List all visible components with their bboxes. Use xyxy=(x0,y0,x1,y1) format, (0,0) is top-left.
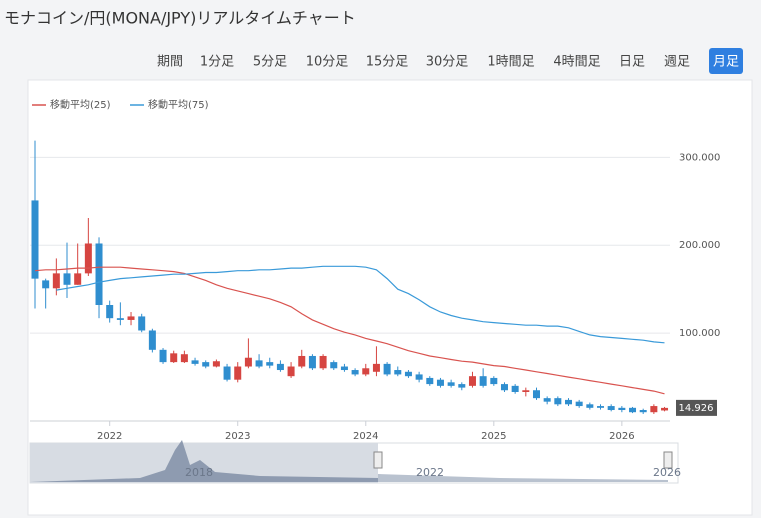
candle-body xyxy=(340,366,348,371)
moving-average-line xyxy=(34,266,665,395)
candle-body xyxy=(255,360,263,367)
candle-body xyxy=(74,273,82,285)
period-button[interactable]: 1時間足 xyxy=(487,55,534,70)
candle-body xyxy=(234,366,242,380)
candle-body xyxy=(575,401,583,407)
period-button[interactable]: 30分足 xyxy=(426,55,469,70)
navigator-label: 2018 xyxy=(185,466,213,479)
candle-body xyxy=(351,370,359,375)
candle-body xyxy=(84,243,92,274)
candle-body xyxy=(639,410,647,413)
candle-body xyxy=(223,366,231,380)
navigator xyxy=(29,440,679,484)
x-tick-label: 2025 xyxy=(481,431,506,442)
candle-body xyxy=(95,243,103,305)
candle-body xyxy=(138,316,146,331)
candle-body xyxy=(159,349,167,363)
x-tick-label: 2026 xyxy=(609,431,634,442)
candle-body xyxy=(63,273,71,285)
period-button[interactable]: 4時間足 xyxy=(553,55,600,70)
period-button[interactable]: 日足 xyxy=(619,55,645,70)
period-button[interactable]: 15分足 xyxy=(366,55,409,70)
candle-body xyxy=(191,360,199,364)
candle-body xyxy=(170,353,178,363)
page-title: モナコイン/円(MONA/JPY)リアルタイムチャート xyxy=(4,9,356,28)
candle-body xyxy=(383,363,391,375)
candle-body xyxy=(298,355,306,367)
candle-body xyxy=(532,390,540,399)
candle-body xyxy=(42,280,50,289)
candle-body xyxy=(394,370,402,375)
candle-body xyxy=(543,398,551,402)
candle-body xyxy=(500,384,508,391)
candle-body xyxy=(404,371,412,377)
candle-body xyxy=(319,355,327,369)
candle-body xyxy=(554,398,562,405)
candle-body xyxy=(330,362,338,369)
candle-body xyxy=(468,376,476,386)
candle-body xyxy=(511,385,519,392)
candle-body xyxy=(244,357,252,367)
candle-body xyxy=(629,407,637,413)
candle-body xyxy=(308,355,316,369)
candle-body xyxy=(565,399,572,405)
candle-body xyxy=(148,330,156,350)
candle-body xyxy=(618,407,626,411)
y-tick-label: 200.000 xyxy=(679,240,720,251)
candle-body xyxy=(661,407,669,411)
candle-body xyxy=(650,406,658,413)
candle-body xyxy=(436,379,444,386)
period-button[interactable]: 10分足 xyxy=(306,55,349,70)
navigator-label: 2026 xyxy=(653,466,681,479)
period-label: 期間 xyxy=(157,55,183,70)
legend-label: 移動平均(25) xyxy=(50,98,111,111)
period-button[interactable]: 週足 xyxy=(664,55,690,70)
candle-body xyxy=(607,406,615,411)
candle-body xyxy=(415,374,423,380)
candle-body xyxy=(31,200,39,279)
candle-body xyxy=(212,361,220,367)
x-tick-label: 2022 xyxy=(97,431,122,442)
candle-body xyxy=(362,368,370,375)
candle-body xyxy=(586,404,594,408)
candle-body xyxy=(266,362,274,366)
x-tick-label: 2023 xyxy=(225,431,250,442)
candle-body xyxy=(202,362,210,367)
candle-body xyxy=(116,318,124,320)
candle-body xyxy=(447,382,455,386)
y-tick-label: 100.000 xyxy=(679,328,720,339)
candle-body xyxy=(458,384,466,388)
last-price-box xyxy=(676,399,717,416)
candle-body xyxy=(490,377,498,385)
moving-average-line xyxy=(56,265,665,344)
candle-body xyxy=(180,354,188,363)
candle-body xyxy=(52,273,60,289)
candle-body xyxy=(479,376,487,386)
candle-body xyxy=(372,363,380,372)
period-button[interactable]: 5分足 xyxy=(253,55,287,70)
candle-body xyxy=(522,390,530,392)
x-tick-label: 2024 xyxy=(353,431,378,442)
navigator-label: 2022 xyxy=(416,466,444,479)
candle-body xyxy=(127,316,135,320)
candle-body xyxy=(426,377,434,385)
candle-body xyxy=(276,363,284,371)
candle-body xyxy=(597,406,605,408)
candle-body xyxy=(287,366,295,377)
period-button[interactable]: 月足 xyxy=(713,55,739,70)
last-price-label: 14.926 xyxy=(679,403,714,414)
candle-body xyxy=(106,305,114,319)
y-tick-label: 300.000 xyxy=(679,152,720,163)
button-active-bg xyxy=(709,48,743,74)
period-button[interactable]: 1分足 xyxy=(200,55,234,70)
legend-label: 移動平均(75) xyxy=(148,98,209,111)
